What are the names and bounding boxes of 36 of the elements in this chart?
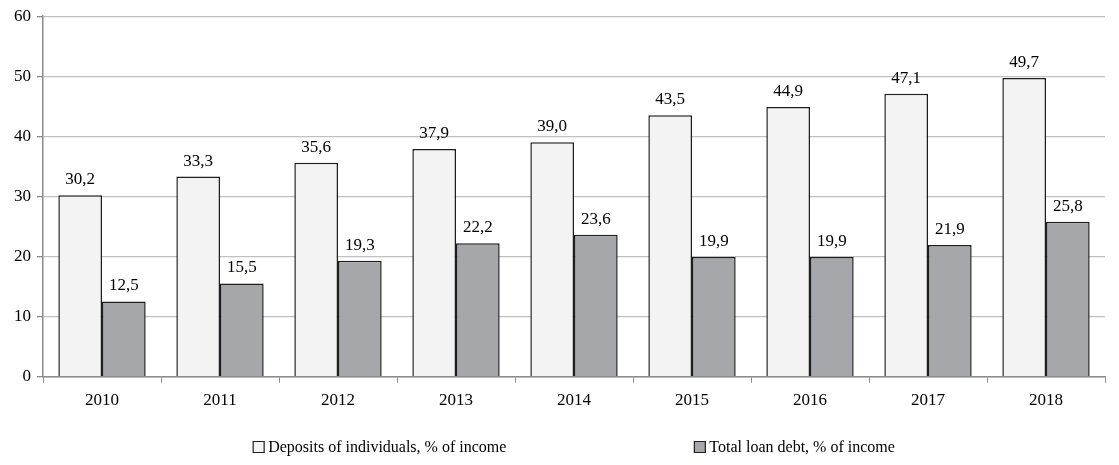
data-label: 15,5 [226, 257, 257, 277]
x-tick-label: 2012 [321, 390, 355, 410]
x-tick-label: 2018 [1029, 390, 1063, 410]
legend-label: Deposits of individuals, % of income [268, 438, 507, 457]
x-tick-label: 2014 [557, 390, 592, 410]
data-label: 47,1 [891, 67, 922, 87]
legend-label: Total loan debt, % of income [709, 438, 895, 456]
data-label: 37,9 [419, 122, 450, 142]
y-tick-label: 30 [14, 185, 31, 205]
x-tick-label: 2010 [85, 390, 119, 410]
data-label: 19,9 [816, 231, 847, 251]
data-label: 21,9 [934, 219, 965, 239]
data-label: 25,8 [1052, 195, 1083, 215]
y-tick-label: 20 [14, 245, 31, 265]
data-label: 49,7 [1009, 52, 1040, 72]
y-tick-label: 50 [14, 65, 31, 85]
data-label: 30,2 [65, 169, 96, 189]
y-tick-label: 40 [14, 125, 31, 145]
data-label: 19,3 [344, 234, 375, 254]
x-tick-label: 2011 [203, 390, 237, 410]
data-label: 44,9 [773, 80, 804, 100]
x-tick-label: 2015 [675, 390, 709, 410]
y-tick-label: 60 [14, 5, 31, 25]
data-label: 33,3 [183, 150, 214, 170]
x-tick-label: 2013 [439, 390, 473, 410]
y-tick-label: 10 [14, 306, 31, 325]
data-label: 39,0 [537, 116, 568, 136]
data-label: 35,6 [301, 136, 332, 156]
data-label: 23,6 [580, 208, 611, 228]
data-label: 22,2 [462, 217, 493, 237]
x-tick-label: 2017 [911, 390, 946, 410]
data-label: 12,5 [108, 275, 139, 295]
x-tick-label: 2016 [793, 390, 827, 410]
data-label: 43,5 [655, 89, 686, 109]
data-label: 19,9 [698, 231, 729, 251]
y-tick-label: 0 [22, 366, 31, 386]
